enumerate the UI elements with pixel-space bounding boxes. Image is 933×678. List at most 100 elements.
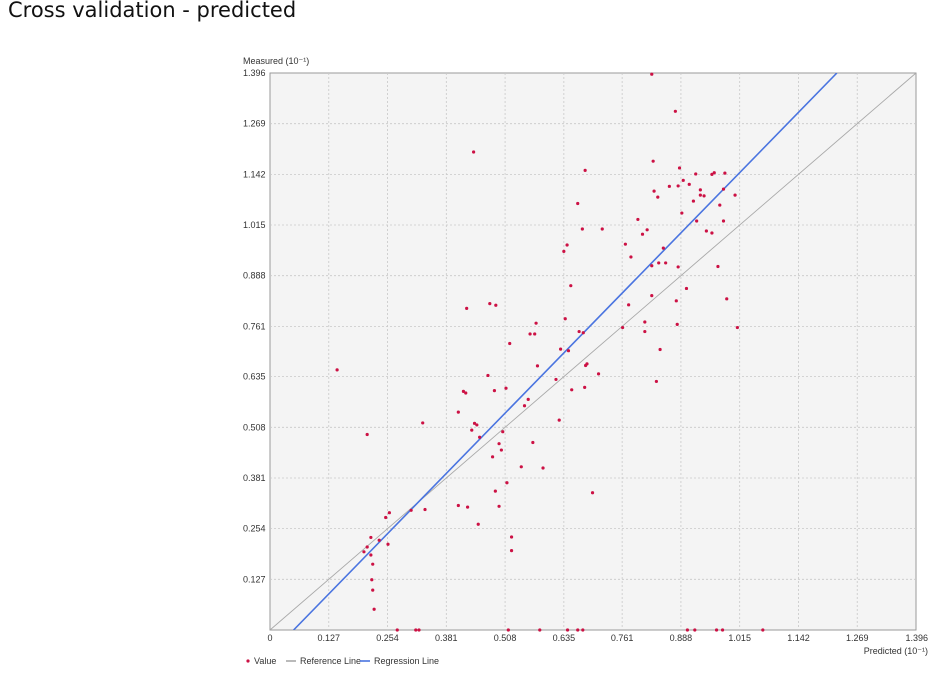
data-point: [501, 430, 505, 434]
data-point: [695, 219, 699, 223]
data-point: [369, 535, 373, 540]
data-point: [590, 491, 595, 495]
data-point: [691, 199, 696, 203]
data-point: [497, 504, 501, 508]
data-point: [565, 243, 569, 247]
data-point: [499, 448, 503, 452]
data-point: [698, 188, 702, 192]
data-point: [640, 232, 645, 236]
x-tick-label: 1.015: [728, 633, 751, 643]
data-point: [465, 306, 469, 311]
data-point: [522, 404, 527, 408]
data-point: [629, 255, 633, 259]
legend-value-marker: [246, 659, 250, 663]
data-point: [492, 389, 497, 393]
data-point: [566, 349, 571, 353]
data-point: [504, 386, 508, 390]
data-point: [664, 261, 668, 265]
data-point: [656, 195, 660, 199]
data-point: [623, 242, 627, 246]
data-point: [365, 432, 369, 437]
data-point: [650, 264, 654, 268]
data-point: [497, 442, 501, 446]
data-point: [395, 628, 399, 632]
legend-label: Value: [254, 656, 276, 666]
data-point: [409, 508, 413, 512]
data-point: [583, 385, 587, 390]
data-point: [687, 182, 691, 186]
data-point: [386, 542, 390, 546]
data-point: [506, 628, 510, 632]
data-point: [538, 628, 542, 632]
data-point: [710, 172, 714, 176]
data-point: [583, 168, 587, 172]
data-point: [526, 397, 530, 401]
data-point: [533, 332, 537, 336]
data-point: [475, 423, 479, 427]
legend: Value Reference Line Regression Line: [246, 656, 439, 666]
y-tick-label: 0.888: [243, 271, 266, 281]
data-point: [476, 522, 480, 526]
data-point: [676, 184, 680, 188]
data-point: [562, 249, 566, 253]
data-point: [718, 203, 722, 207]
data-point: [377, 538, 381, 542]
data-point: [650, 72, 654, 76]
y-tick-label: 1.015: [243, 220, 266, 230]
data-point: [465, 505, 470, 509]
data-point: [554, 377, 558, 382]
y-tick-label: 0.381: [243, 473, 266, 483]
x-tick-label: 1.269: [846, 633, 869, 643]
data-point: [486, 373, 490, 378]
data-point: [414, 628, 418, 632]
data-point: [761, 628, 765, 632]
data-point: [581, 331, 585, 335]
data-point: [456, 503, 460, 508]
data-point: [658, 347, 662, 352]
data-point: [580, 227, 584, 231]
data-point: [702, 194, 706, 198]
data-point: [676, 265, 680, 269]
data-point: [694, 172, 698, 176]
data-point: [534, 321, 538, 325]
x-tick-label: 0.127: [318, 633, 341, 643]
data-point: [721, 187, 726, 191]
data-point: [735, 325, 739, 330]
data-point: [714, 628, 719, 632]
x-tick-label: 0: [267, 633, 272, 643]
data-point: [384, 515, 388, 520]
data-point: [621, 325, 625, 330]
data-point: [576, 628, 580, 632]
data-point: [716, 264, 720, 269]
data-point: [563, 317, 567, 321]
data-point: [685, 628, 690, 632]
y-tick-label: 1.269: [243, 119, 266, 129]
data-point: [472, 150, 476, 154]
data-point: [370, 578, 374, 582]
data-point: [651, 159, 655, 163]
regression-line: [293, 73, 838, 630]
data-point: [673, 109, 677, 113]
data-point: [535, 364, 540, 368]
y-axis-label: Measured (10⁻¹): [243, 56, 309, 66]
data-point: [470, 428, 474, 432]
data-point: [674, 299, 678, 303]
data-point: [494, 303, 498, 307]
data-point: [509, 535, 514, 539]
data-point: [570, 388, 574, 392]
x-tick-label: 0.254: [376, 633, 399, 643]
data-point: [464, 391, 468, 395]
data-point: [721, 219, 726, 223]
data-point: [643, 329, 647, 334]
data-point: [733, 193, 737, 197]
y-tick-labels: 0.127 0.254 0.381 0.508 0.635 0.761 0.888 1.015…: [243, 68, 266, 584]
reference-line: [270, 73, 916, 630]
data-point: [488, 302, 492, 306]
data-point: [472, 421, 477, 425]
data-point: [704, 229, 708, 233]
y-tick-label: 0.508: [243, 422, 266, 432]
x-tick-labels: 0 0.127 0.254 0.381 0.508 0.635 0.761 0.888 1.01…: [267, 633, 928, 643]
x-tick-label: 1.396: [905, 633, 928, 643]
data-point: [596, 372, 601, 376]
